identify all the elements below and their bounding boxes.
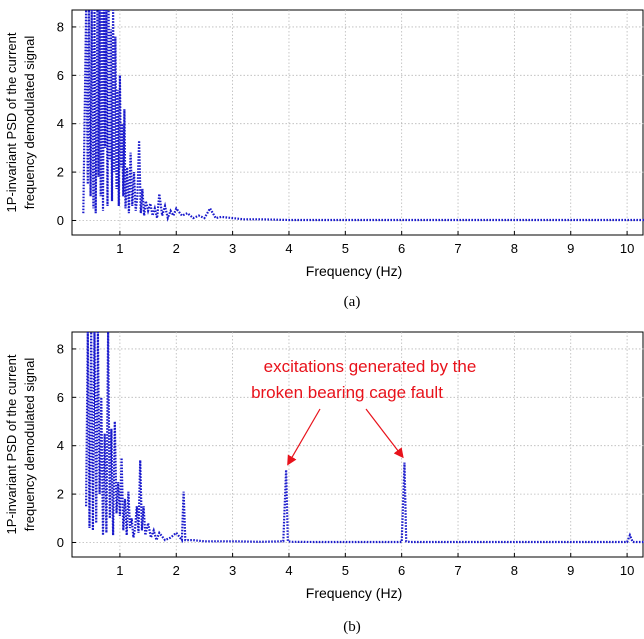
y-axis-label-line1: 1P-invariant PSD of the current [4, 354, 19, 534]
x-axis-label: Frequency (Hz) [306, 585, 402, 601]
plot-area [71, 9, 644, 236]
y-tick-label: 0 [57, 535, 64, 550]
series-line [85, 332, 644, 544]
x-tick-label: 9 [567, 563, 574, 578]
x-tick-label: 4 [285, 241, 292, 256]
x-tick-label: 10 [620, 563, 634, 578]
y-tick-label: 6 [57, 68, 64, 83]
x-tick-label: 1 [116, 241, 123, 256]
x-tick-label: 5 [342, 241, 349, 256]
x-tick-label: 2 [173, 241, 180, 256]
annotation-text-line1: excitations generated by the [264, 357, 477, 376]
x-axis-label: Frequency (Hz) [306, 263, 402, 279]
y-tick-label: 2 [57, 165, 64, 180]
y-tick-label: 6 [57, 390, 64, 405]
x-tick-label: 9 [567, 241, 574, 256]
subfigure-caption: (a) [344, 294, 361, 310]
y-axis-label-line1: 1P-invariant PSD of the current [4, 32, 19, 212]
y-tick-label: 4 [57, 438, 64, 453]
x-tick-label: 1 [116, 563, 123, 578]
annotation-arrow [365, 408, 404, 459]
x-tick-label: 4 [285, 563, 292, 578]
chart-2: 1 2 3 4 5 6 7 8 9 10 0 2 4 6 8 Frequency (Hz) 1P-invaria… [4, 331, 644, 635]
y-tick-label: 0 [57, 213, 64, 228]
y-axis-label-line2: frequency demodulated signal [22, 36, 37, 210]
y-tick-label: 8 [57, 341, 64, 356]
y-tick-label: 2 [57, 487, 64, 502]
x-tick-label: 7 [454, 241, 461, 256]
annotation-text-line2: broken bearing cage fault [251, 383, 443, 402]
y-tick-label: 4 [57, 116, 64, 131]
subfigure-caption: (b) [343, 619, 361, 635]
x-tick-label: 3 [229, 563, 236, 578]
chart-1: 1 2 3 4 5 6 7 8 9 10 0 2 4 6 8 Frequency (Hz) 1P-invaria… [4, 9, 644, 310]
x-tick-label: 6 [398, 563, 405, 578]
x-tick-label: 5 [342, 563, 349, 578]
x-tick-label: 8 [511, 241, 518, 256]
x-tick-label: 7 [454, 563, 461, 578]
x-tick-label: 3 [229, 241, 236, 256]
x-tick-label: 6 [398, 241, 405, 256]
plot-area [71, 331, 644, 558]
x-tick-label: 2 [173, 563, 180, 578]
y-tick-label: 8 [57, 19, 64, 34]
x-tick-label: 10 [620, 241, 634, 256]
y-axis-label-line2: frequency demodulated signal [22, 358, 37, 532]
x-tick-label: 8 [511, 563, 518, 578]
annotation-arrow [287, 408, 321, 466]
series-line [82, 10, 644, 222]
